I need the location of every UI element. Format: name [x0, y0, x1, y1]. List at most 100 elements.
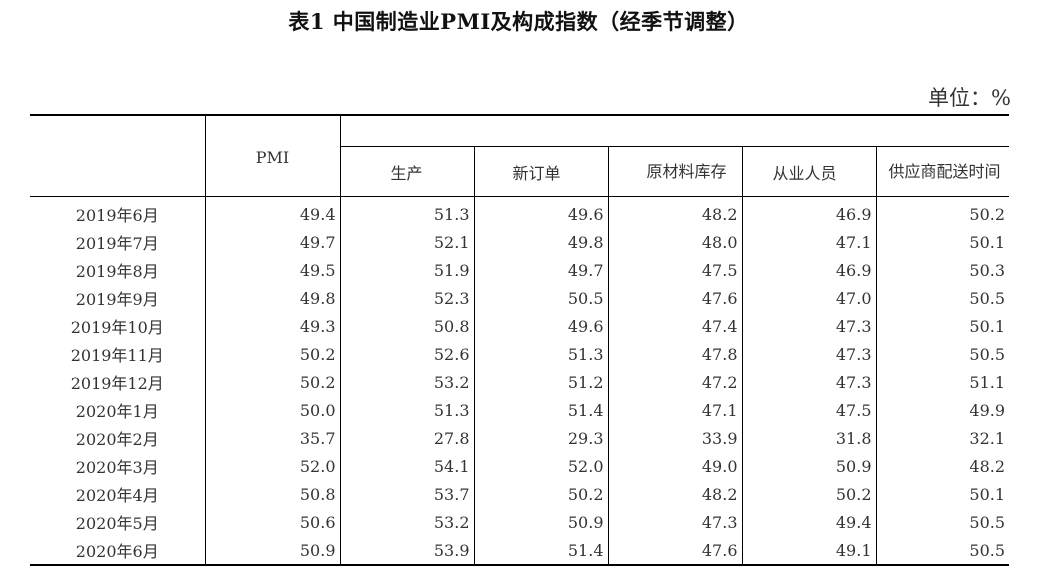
cell-production: 51.3: [339, 196, 474, 228]
cell-delivery: 51.1: [875, 368, 1010, 396]
cell-new-orders: 52.0: [473, 452, 608, 480]
table-row: 2019年8月 49.5 51.9 49.7 47.5 46.9 50.3: [30, 256, 1010, 284]
cell-delivery: 50.5: [875, 340, 1010, 368]
cell-delivery: 50.5: [875, 536, 1010, 565]
cell-production: 51.9: [339, 256, 474, 284]
table-header: PMI 生产 新订单 原材料库存 从业人员 供应商配送时间: [30, 115, 1010, 197]
cell-employment: 46.9: [741, 256, 876, 284]
cell-new-orders: 51.2: [473, 368, 608, 396]
cell-employment: 31.8: [741, 424, 876, 452]
cell-period: 2019年11月: [70, 346, 164, 365]
cell-pmi: 50.2: [204, 368, 340, 396]
cell-production: 53.9: [339, 536, 474, 565]
table-row: 2019年6月 49.4 51.3 49.6 48.2 46.9 50.2: [30, 196, 1010, 228]
table-row: 2019年10月 49.3 50.8 49.6 47.4 47.3 50.1: [30, 312, 1010, 340]
cell-pmi: 50.8: [204, 480, 340, 508]
table-body: 2019年6月 49.4 51.3 49.6 48.2 46.9 50.2 2019年7月 49…: [30, 196, 1010, 565]
cell-pmi: 50.0: [204, 396, 340, 424]
unit-label: 单位：%: [928, 86, 1011, 110]
table-row: 2020年6月 50.9 53.9 51.4 47.6 49.1 50.5: [30, 536, 1010, 565]
cell-employment: 47.3: [741, 340, 876, 368]
cell-new-orders: 49.6: [473, 196, 608, 228]
cell-new-orders: 29.3: [473, 424, 608, 452]
cell-new-orders: 51.4: [473, 396, 608, 424]
pmi-table: PMI 生产 新订单 原材料库存 从业人员 供应商配送时间 2019年6月 49.…: [30, 114, 1010, 566]
cell-raw-materials: 47.3: [607, 508, 742, 536]
header-new-orders: 新订单: [473, 146, 608, 197]
header-production: 生产: [339, 146, 474, 197]
cell-pmi: 49.4: [204, 196, 340, 228]
cell-new-orders: 50.5: [473, 284, 608, 312]
cell-production: 52.6: [339, 340, 474, 368]
cell-pmi: 50.9: [204, 536, 340, 565]
cell-production: 53.2: [339, 368, 474, 396]
cell-employment: 49.4: [741, 508, 876, 536]
cell-period: 2020年2月: [75, 430, 159, 449]
cell-employment: 47.5: [741, 396, 876, 424]
cell-pmi: 50.6: [204, 508, 340, 536]
cell-period: 2020年1月: [75, 402, 159, 421]
cell-new-orders: 49.7: [473, 256, 608, 284]
header-corner-cell: [30, 115, 205, 197]
cell-raw-materials: 49.0: [607, 452, 742, 480]
table-row: 2020年4月 50.8 53.7 50.2 48.2 50.2 50.1: [30, 480, 1010, 508]
cell-employment: 47.3: [741, 368, 876, 396]
cell-new-orders: 49.6: [473, 312, 608, 340]
cell-delivery: 48.2: [875, 452, 1010, 480]
table-title: 表1 中国制造业PMI及构成指数（经季节调整）: [288, 9, 749, 34]
cell-raw-materials: 33.9: [607, 424, 742, 452]
cell-production: 53.2: [339, 508, 474, 536]
cell-raw-materials: 47.5: [607, 256, 742, 284]
cell-employment: 47.1: [741, 228, 876, 256]
cell-pmi: 49.5: [204, 256, 340, 284]
cell-raw-materials: 48.0: [607, 228, 742, 256]
cell-raw-materials: 47.4: [607, 312, 742, 340]
cell-new-orders: 50.9: [473, 508, 608, 536]
cell-period: 2019年10月: [70, 318, 164, 337]
cell-employment: 50.9: [741, 452, 876, 480]
header-employment: 从业人员: [741, 146, 876, 197]
cell-period: 2019年12月: [70, 374, 164, 393]
cell-production: 52.3: [339, 284, 474, 312]
cell-employment: 47.0: [741, 284, 876, 312]
cell-raw-materials: 47.2: [607, 368, 742, 396]
cell-production: 51.3: [339, 396, 474, 424]
cell-period: 2020年4月: [75, 486, 159, 505]
cell-delivery: 50.1: [875, 228, 1010, 256]
header-raw-materials: 原材料库存: [607, 146, 742, 197]
table-row: 2020年1月 50.0 51.3 51.4 47.1 47.5 49.9: [30, 396, 1010, 424]
table-row: 2020年3月 52.0 54.1 52.0 49.0 50.9 48.2: [30, 452, 1010, 480]
cell-pmi: 49.3: [204, 312, 340, 340]
table-row: 2019年12月 50.2 53.2 51.2 47.2 47.3 51.1: [30, 368, 1010, 396]
cell-period: 2020年6月: [75, 542, 159, 561]
table-row: 2019年9月 49.8 52.3 50.5 47.6 47.0 50.5: [30, 284, 1010, 312]
cell-delivery: 49.9: [875, 396, 1010, 424]
cell-employment: 47.3: [741, 312, 876, 340]
cell-raw-materials: 47.8: [607, 340, 742, 368]
cell-raw-materials: 47.1: [607, 396, 742, 424]
cell-new-orders: 49.8: [473, 228, 608, 256]
cell-new-orders: 51.4: [473, 536, 608, 565]
cell-delivery: 50.1: [875, 312, 1010, 340]
header-group-spacer: [339, 115, 1010, 147]
cell-raw-materials: 47.6: [607, 536, 742, 565]
cell-production: 27.8: [339, 424, 474, 452]
cell-period: 2019年7月: [75, 234, 159, 253]
cell-delivery: 50.1: [875, 480, 1010, 508]
cell-raw-materials: 48.2: [607, 480, 742, 508]
cell-employment: 46.9: [741, 196, 876, 228]
table-row: 2019年7月 49.7 52.1 49.8 48.0 47.1 50.1: [30, 228, 1010, 256]
cell-production: 52.1: [339, 228, 474, 256]
cell-new-orders: 51.3: [473, 340, 608, 368]
cell-delivery: 32.1: [875, 424, 1010, 452]
cell-period: 2020年3月: [75, 458, 159, 477]
cell-delivery: 50.2: [875, 196, 1010, 228]
cell-new-orders: 50.2: [473, 480, 608, 508]
table-row: 2020年2月 35.7 27.8 29.3 33.9 31.8 32.1: [30, 424, 1010, 452]
cell-production: 54.1: [339, 452, 474, 480]
header-delivery: 供应商配送时间: [875, 146, 1010, 197]
cell-delivery: 50.5: [875, 508, 1010, 536]
cell-pmi: 35.7: [204, 424, 340, 452]
header-pmi: PMI: [204, 115, 340, 197]
cell-raw-materials: 47.6: [607, 284, 742, 312]
